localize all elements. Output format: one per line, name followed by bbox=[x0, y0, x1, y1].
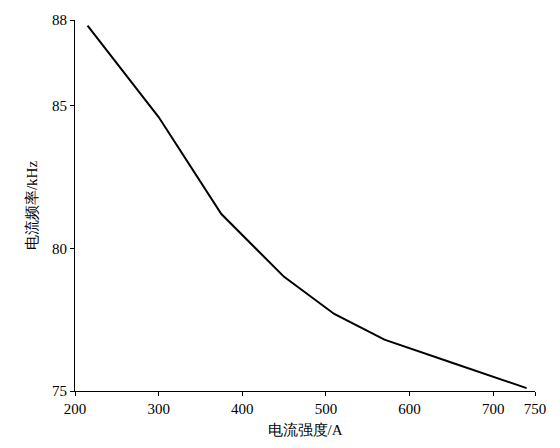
svg-text:80: 80 bbox=[52, 241, 67, 257]
svg-text:400: 400 bbox=[231, 401, 254, 417]
svg-text:500: 500 bbox=[315, 401, 338, 417]
svg-text:750: 750 bbox=[524, 401, 547, 417]
svg-text:88: 88 bbox=[52, 12, 67, 28]
svg-text:200: 200 bbox=[64, 401, 87, 417]
svg-text:电流强度/A: 电流强度/A bbox=[268, 422, 343, 438]
svg-text:75: 75 bbox=[52, 383, 67, 399]
svg-text:85: 85 bbox=[52, 98, 67, 114]
svg-text:600: 600 bbox=[398, 401, 421, 417]
svg-text:700: 700 bbox=[482, 401, 505, 417]
svg-text:电流频率/kHz: 电流频率/kHz bbox=[24, 161, 40, 251]
svg-text:300: 300 bbox=[147, 401, 170, 417]
